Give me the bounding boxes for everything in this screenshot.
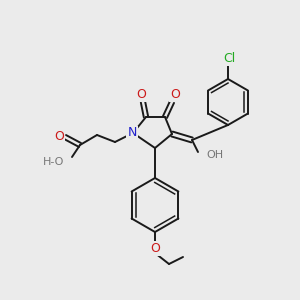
- Text: OH: OH: [206, 150, 223, 160]
- Text: O: O: [150, 242, 160, 254]
- Text: N: N: [127, 127, 137, 140]
- Text: Cl: Cl: [223, 52, 235, 64]
- Text: O: O: [170, 88, 180, 100]
- Text: O: O: [54, 130, 64, 142]
- Text: O: O: [136, 88, 146, 100]
- Text: H-O: H-O: [43, 157, 64, 167]
